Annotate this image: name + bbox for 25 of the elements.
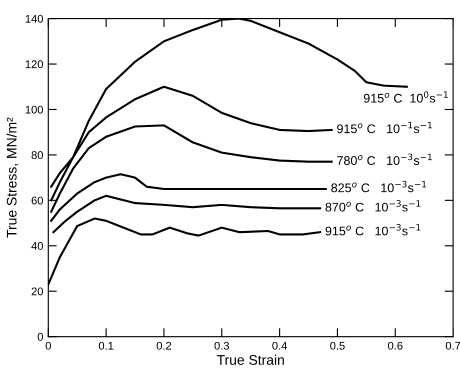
series-label: 915$^{o}$ C 10$^{−1}$s$^{−1}$ xyxy=(337,122,432,134)
x-tick-label: 0.6 xyxy=(388,342,403,350)
legend-label: 780$^{o}$ C 10$^{−3}$s$^{−1}$ xyxy=(337,154,432,165)
x-tick-label: 0.2 xyxy=(156,342,172,350)
y-tick-label: 0 xyxy=(38,332,44,341)
y-tick-label: 60 xyxy=(32,196,44,204)
series-label: 825$^{o}$ C 10$^{−3}$s$^{−1}$ xyxy=(331,180,426,192)
x-tick-label: 0.7 xyxy=(446,342,460,350)
y-tick-label: 140 xyxy=(26,14,44,23)
series-label: 915$^{o}$ C 10$^{−3}$s$^{−1}$ xyxy=(326,224,420,236)
y-tick-label: 20 xyxy=(32,287,44,296)
y-tick-label: 100 xyxy=(26,106,44,114)
x-tick-label: 0.1 xyxy=(98,342,114,350)
x-tick-label: 0.4 xyxy=(272,342,288,350)
x-axis-title: True Strain xyxy=(216,354,284,365)
y-tick-label: 40 xyxy=(31,242,44,250)
legend-label: 870$^{o}$ C 10$^{−3}$s$^{−1}$ xyxy=(325,200,420,212)
y-axis-title: True Stress, MN/m² xyxy=(6,118,18,238)
y-tick-label: 80 xyxy=(32,151,44,160)
y-tick-label: 120 xyxy=(26,60,44,68)
line-series xyxy=(52,194,322,234)
x-tick-label: 0.3 xyxy=(214,342,230,350)
x-tick-label: 0 xyxy=(46,342,51,350)
series-label: 915$^{o}$ C 10$^{0}$s$^{−1}$ xyxy=(364,91,448,103)
x-tick-label: 0.5 xyxy=(330,342,345,350)
